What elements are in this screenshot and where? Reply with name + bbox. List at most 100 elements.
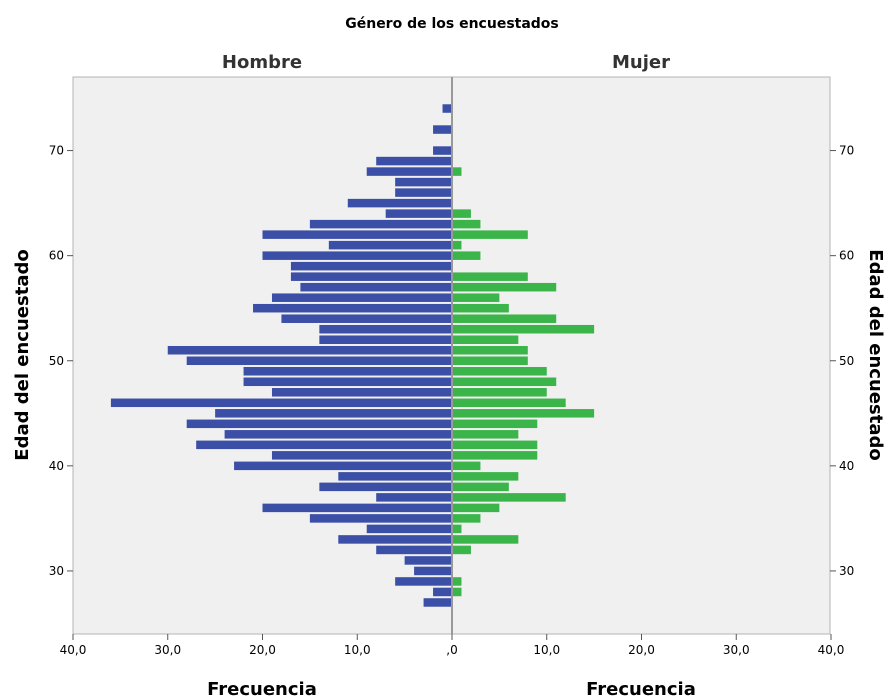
bar-hombre-37: [376, 493, 452, 502]
bar-hombre-52: [319, 335, 452, 344]
bar-hombre-42: [196, 440, 452, 450]
bar-mujer-35: [452, 514, 481, 523]
bar-mujer-32: [452, 545, 471, 555]
axes-group: 40,0 30,0 20,0 10,0 ,0 10,0 20,0 30,0 40,0 30 30 40…: [49, 144, 855, 657]
bar-mujer-29: [452, 577, 462, 586]
y-tick-label-right: 50: [839, 354, 854, 368]
x-tick-label: 40,0: [818, 643, 845, 657]
bar-hombre-66: [395, 188, 452, 197]
bar-hombre-48: [243, 377, 452, 387]
bar-hombre-54: [281, 314, 452, 323]
bar-mujer-34: [452, 524, 462, 534]
bar-hombre-64: [385, 209, 452, 218]
bar-mujer-33: [452, 535, 519, 544]
bar-hombre-38: [319, 482, 452, 492]
bar-hombre-63: [309, 219, 452, 229]
y-tick-label-right: 70: [839, 144, 854, 158]
y-tick-label-left: 60: [49, 249, 64, 263]
bar-hombre-28: [433, 587, 452, 597]
y-tick-label-right: 30: [839, 564, 854, 578]
bar-hombre-47: [271, 388, 452, 397]
bar-hombre-29: [395, 577, 452, 586]
x-tick-label: 10,0: [344, 643, 371, 657]
bar-mujer-63: [452, 219, 481, 229]
bar-mujer-49: [452, 367, 547, 376]
bar-mujer-51: [452, 345, 528, 355]
bar-hombre-43: [224, 430, 452, 439]
chart-title: Género de los encuestados: [345, 16, 559, 32]
x-tick-label: 30,0: [723, 643, 750, 657]
x-tick-label: 30,0: [154, 643, 181, 657]
bar-hombre-60: [262, 251, 452, 260]
bar-mujer-57: [452, 282, 557, 292]
bar-hombre-69: [376, 156, 452, 166]
x-tick-label: 20,0: [628, 643, 655, 657]
bar-hombre-70: [433, 146, 452, 155]
bar-mujer-60: [452, 251, 481, 260]
bar-hombre-51: [167, 345, 452, 355]
bar-mujer-61: [452, 240, 462, 250]
bar-hombre-35: [309, 514, 452, 523]
panel-label-hombre: Hombre: [222, 52, 302, 73]
bar-hombre-72: [433, 125, 452, 134]
x-axis-label-right: Frecuencia: [586, 679, 696, 700]
bar-mujer-54: [452, 314, 557, 323]
bars-group: [110, 104, 595, 607]
bar-mujer-44: [452, 419, 538, 429]
bar-mujer-62: [452, 230, 528, 239]
bar-mujer-47: [452, 388, 547, 397]
bar-mujer-55: [452, 303, 509, 313]
bar-hombre-57: [300, 282, 452, 292]
bar-hombre-65: [347, 198, 452, 208]
x-tick-label: 10,0: [533, 643, 560, 657]
bar-hombre-62: [262, 230, 452, 239]
panel-label-mujer: Mujer: [612, 52, 670, 73]
bar-hombre-55: [253, 303, 452, 313]
bar-mujer-64: [452, 209, 471, 218]
bar-hombre-44: [186, 419, 452, 429]
bar-hombre-31: [404, 556, 452, 565]
bar-hombre-61: [328, 240, 452, 250]
bar-hombre-49: [243, 367, 452, 376]
bar-hombre-50: [186, 356, 452, 366]
bar-hombre-53: [319, 324, 452, 334]
bar-hombre-56: [271, 293, 452, 302]
bar-mujer-42: [452, 440, 538, 450]
bar-mujer-45: [452, 409, 595, 418]
bar-hombre-45: [215, 409, 452, 418]
bar-mujer-68: [452, 167, 462, 176]
bar-hombre-32: [376, 545, 452, 555]
y-tick-label-left: 30: [49, 564, 64, 578]
bar-hombre-74: [442, 104, 452, 113]
bar-hombre-34: [366, 524, 452, 534]
bar-mujer-58: [452, 272, 528, 281]
bar-hombre-30: [414, 566, 452, 576]
bar-hombre-59: [290, 261, 452, 271]
bar-hombre-58: [290, 272, 452, 281]
bar-mujer-50: [452, 356, 528, 366]
bar-mujer-37: [452, 493, 566, 502]
y-tick-label-left: 70: [49, 144, 64, 158]
y-axis-label-left: Edad del encuestado: [12, 249, 33, 460]
bar-mujer-56: [452, 293, 500, 302]
bar-mujer-41: [452, 451, 538, 460]
bar-mujer-40: [452, 461, 481, 471]
bar-hombre-36: [262, 503, 452, 513]
bar-mujer-38: [452, 482, 509, 492]
bar-hombre-33: [338, 535, 452, 544]
bar-hombre-68: [366, 167, 452, 176]
bar-hombre-41: [271, 451, 452, 460]
x-tick-label: 40,0: [60, 643, 87, 657]
bar-mujer-43: [452, 430, 519, 439]
bar-hombre-67: [395, 177, 452, 187]
bar-mujer-36: [452, 503, 500, 513]
x-tick-label: 20,0: [249, 643, 276, 657]
y-tick-label-right: 60: [839, 249, 854, 263]
y-axis-label-right: Edad del encuestado: [865, 249, 886, 460]
bar-hombre-46: [110, 398, 453, 408]
bar-mujer-52: [452, 335, 519, 344]
bar-hombre-39: [338, 472, 452, 481]
bar-mujer-39: [452, 472, 519, 481]
bar-hombre-27: [423, 598, 452, 607]
